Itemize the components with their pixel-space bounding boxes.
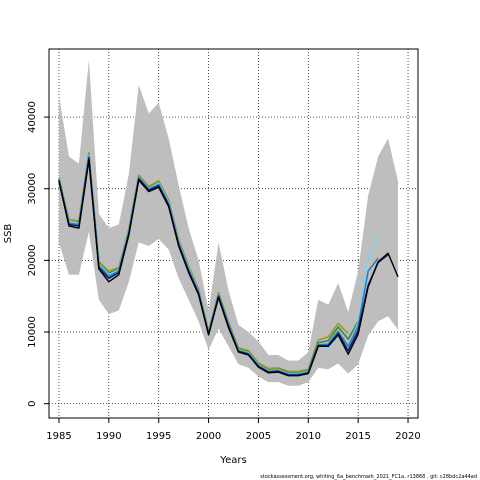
y-tick-label: 30000	[27, 173, 38, 205]
x-tick-label: 2005	[246, 431, 271, 442]
x-tick-label: 2010	[296, 431, 321, 442]
y-tick-label: 20000	[27, 244, 38, 276]
confidence-band	[58, 59, 399, 386]
x-tick-label: 1990	[96, 431, 121, 442]
x-axis-title: Years	[219, 455, 246, 466]
x-tick-label: 2000	[196, 431, 221, 442]
series-line	[58, 159, 399, 377]
y-tick-label: 10000	[27, 316, 38, 348]
y-tick-label: 40000	[27, 101, 38, 133]
footer-credit: stockassessment.org, whiting_6a_benchmar…	[260, 474, 477, 480]
x-tick-label: 1995	[146, 431, 171, 442]
y-axis: 0 10000 20000 30000 40000	[27, 101, 49, 407]
x-tick-label: 2015	[345, 431, 370, 442]
plot-frame	[48, 48, 419, 419]
series-lines	[58, 152, 399, 377]
x-axis: 1985 1990 1995 2000 2005 2010 2015 2020	[46, 418, 421, 442]
x-tick-label: 2020	[395, 431, 420, 442]
y-axis-title: SSB	[3, 224, 14, 244]
x-tick-label: 1985	[46, 431, 71, 442]
y-tick-label: 0	[27, 400, 38, 406]
confidence-band-area	[58, 59, 399, 386]
